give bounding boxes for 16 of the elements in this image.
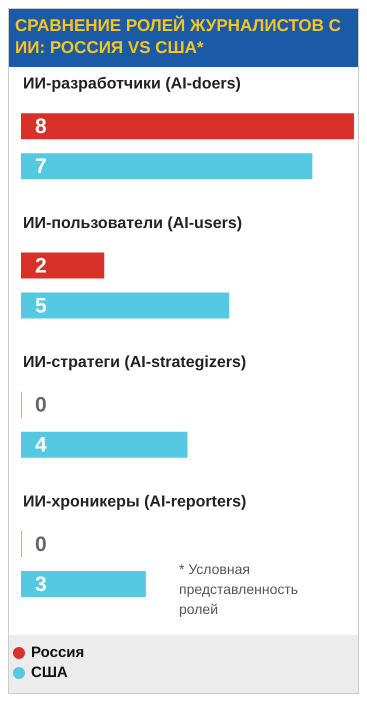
legend-label: Россия — [31, 643, 84, 663]
data-label: 2 — [35, 254, 47, 278]
data-label: 0 — [35, 394, 47, 417]
data-label: 5 — [35, 294, 47, 318]
y-tick-label: ИИ-хроникеры (AI-reporters) — [23, 493, 246, 510]
legend-label: США — [31, 663, 68, 683]
data-label: 0 — [35, 532, 47, 556]
y-tick-label: ИИ-стратеги (AI-strategizers) — [23, 354, 246, 372]
y-tick-label: ИИ-разработчики (AI-doers) — [23, 76, 241, 93]
data-label: 4 — [35, 434, 47, 457]
data-label: 7 — [35, 155, 47, 178]
annotation: * Условная представленность ролей — [179, 560, 300, 619]
data-label: 3 — [35, 572, 47, 596]
data-label: 8 — [35, 115, 47, 138]
y-tick-label: ИИ-пользователи (AI-users) — [23, 214, 242, 232]
chart-title: СРАВНЕНИЕ РОЛЕЙ ЖУРНАЛИСТОВ С ИИ: РОССИЯ VS США* — [9, 9, 358, 67]
